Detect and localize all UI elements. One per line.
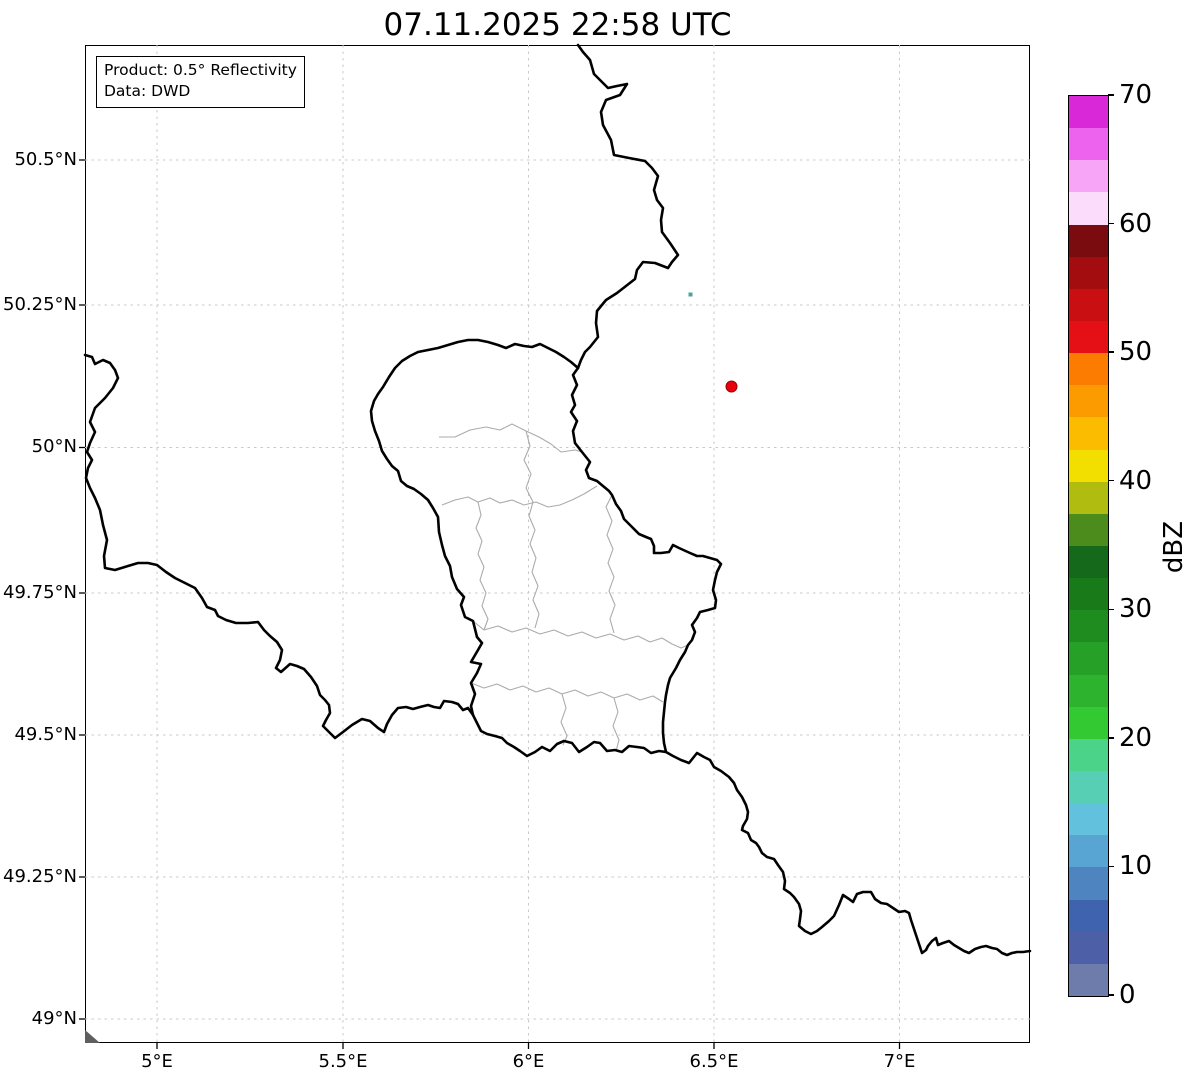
colorbar-segment	[1069, 288, 1108, 321]
colorbar-segment	[1069, 610, 1108, 643]
colorbar-segment	[1069, 96, 1108, 129]
colorbar-gradient	[1068, 95, 1109, 997]
border-luxembourg	[369, 338, 723, 758]
graticule-gridlines	[85, 45, 1030, 1043]
y-tick-label: 49.75°N	[3, 582, 77, 603]
axis-tick-marks	[79, 159, 901, 1049]
colorbar-segment	[1069, 417, 1108, 450]
colorbar-segment	[1069, 674, 1108, 707]
x-tick-label: 7°E	[883, 1051, 916, 1072]
colorbar-tick-mark	[1108, 479, 1114, 482]
colorbar-tick-mark	[1108, 994, 1114, 996]
y-tick-label: 50°N	[31, 436, 77, 457]
colorbar-tick-label: 60	[1119, 208, 1153, 239]
colorbar-segment	[1069, 931, 1108, 964]
colorbar-tick-label: 70	[1119, 80, 1153, 110]
colorbar-tick-label: 30	[1119, 594, 1153, 625]
colorbar-segment	[1069, 192, 1108, 225]
country-borders	[83, 43, 1032, 957]
colorbar-tick-mark	[1108, 94, 1114, 96]
colorbar-tick-mark	[1108, 351, 1114, 353]
colorbar-segment	[1069, 353, 1108, 386]
x-tick-label: 6°E	[512, 1051, 545, 1072]
colorbar-segment	[1069, 899, 1108, 932]
x-tick-label: 6.5°E	[689, 1051, 739, 1072]
colorbar-segment	[1069, 320, 1108, 354]
colorbar-segment	[1069, 513, 1108, 546]
colorbar-tick-label: 50	[1119, 337, 1153, 368]
colorbar-segment	[1069, 738, 1108, 771]
colorbar-segment	[1069, 578, 1108, 611]
colorbar-segment	[1069, 224, 1108, 257]
figure-title: 07.11.2025 22:58 UTC	[383, 7, 732, 43]
colorbar-segment	[1069, 545, 1108, 579]
colorbar-segment	[1069, 642, 1108, 675]
y-tick-label: 49.5°N	[14, 724, 77, 745]
border-belgium-france	[83, 353, 475, 740]
colorbar-segment	[1069, 449, 1108, 482]
colorbar-segment	[1069, 385, 1108, 418]
x-tick-label: 5.5°E	[318, 1051, 368, 1072]
product-line: Product: 0.5° Reflectivity	[104, 61, 297, 79]
colorbar-segment	[1069, 867, 1108, 900]
colorbar-segment	[1069, 803, 1108, 836]
y-tick-label: 50.25°N	[3, 294, 77, 315]
colorbar-segment	[1069, 481, 1108, 514]
data-source-line: Data: DWD	[104, 82, 191, 101]
border-france-germany	[664, 750, 1032, 957]
y-tick-label: 50.5°N	[14, 149, 77, 170]
y-tick-label: 49.25°N	[3, 866, 77, 887]
colorbar-segment	[1069, 706, 1108, 739]
colorbar-tick-label: 10	[1119, 851, 1153, 882]
location-marker	[725, 380, 738, 393]
radar-echo-pixel	[688, 292, 693, 297]
colorbar-tick-mark	[1108, 737, 1114, 739]
border-belgium-germany	[576, 43, 680, 370]
map-canvas	[79, 43, 1032, 1049]
colorbar-segment	[1069, 256, 1108, 289]
colorbar-tick-mark	[1108, 865, 1114, 868]
colorbar-segment	[1069, 160, 1108, 193]
colorbar-unit-label: dBZ	[1159, 520, 1189, 574]
colorbar-tick-mark	[1108, 222, 1114, 225]
map-plot-area	[79, 43, 1032, 1049]
colorbar-tick-mark	[1108, 608, 1114, 611]
colorbar-tick-label: 40	[1119, 465, 1153, 496]
corner-border-fragment	[85, 1030, 100, 1043]
y-tick-label: 49°N	[31, 1008, 77, 1029]
colorbar-segment	[1069, 835, 1108, 868]
x-tick-label: 5°E	[141, 1051, 173, 1072]
colorbar-segment	[1069, 128, 1108, 161]
colorbar-segment	[1069, 770, 1108, 804]
colorbar-tick-label: 0	[1119, 980, 1136, 1010]
colorbar-tick-label: 20	[1119, 722, 1153, 753]
colorbar-segment	[1069, 963, 1108, 996]
product-annotation-box: Product: 0.5° Reflectivity Data: DWD	[96, 56, 305, 108]
canton-borders	[439, 423, 689, 752]
